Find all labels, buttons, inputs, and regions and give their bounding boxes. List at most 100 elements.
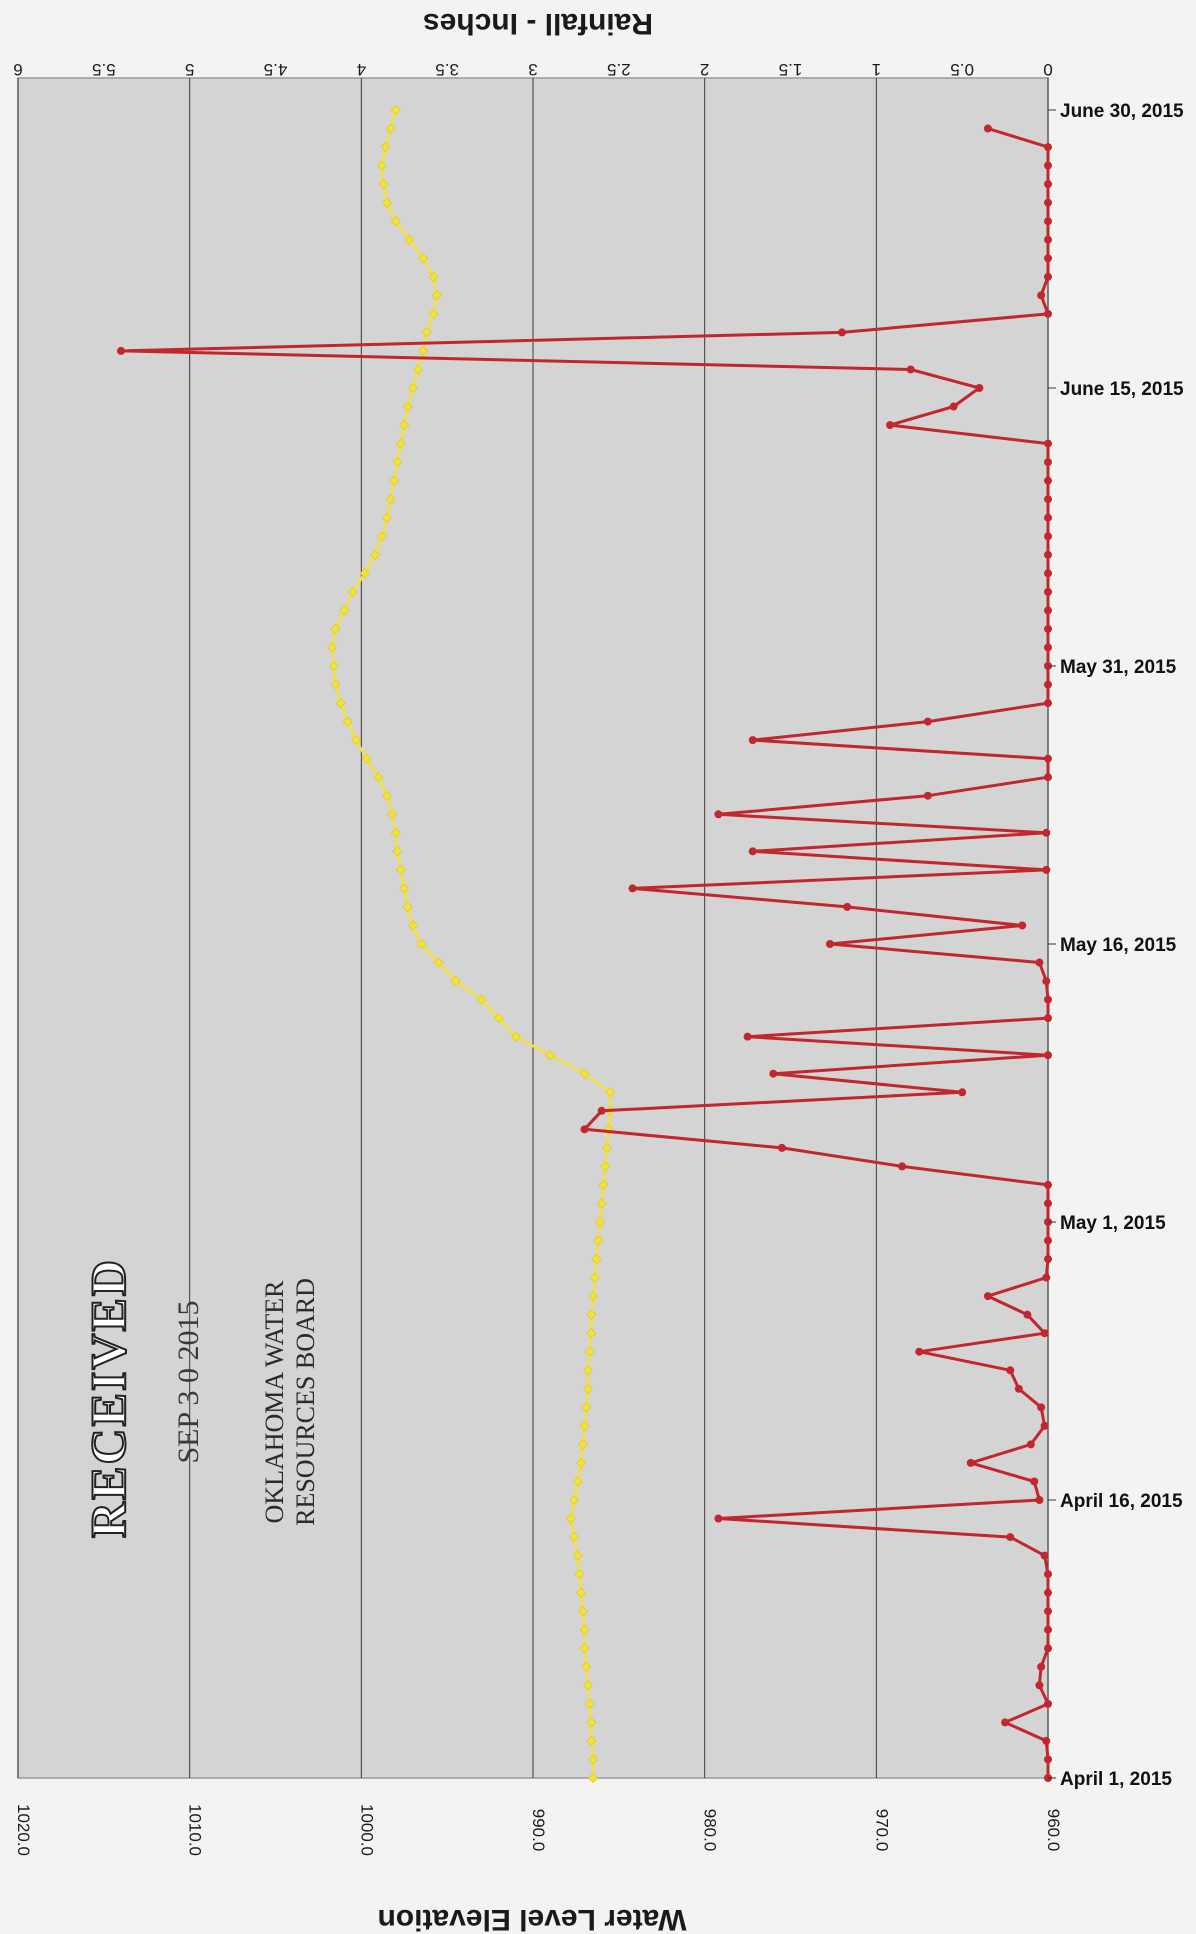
rainfall-point — [1044, 1199, 1052, 1208]
left-tick-label: 1010.0 — [186, 1804, 205, 1856]
stamp-org-line1: OKLAHOMA WATER — [260, 1280, 289, 1524]
rainfall-point — [1044, 643, 1052, 652]
water-level-point — [370, 549, 381, 560]
rainfall-point — [1006, 1533, 1015, 1542]
rainfall-point — [1044, 550, 1052, 559]
right-tick-label: 6 — [13, 60, 22, 79]
water-level-point — [579, 1643, 590, 1654]
water-level-point — [586, 1328, 597, 1339]
water-level-point — [376, 531, 387, 542]
right-tick-label: 4 — [357, 60, 366, 79]
right-tick-label: 0 — [1043, 60, 1052, 79]
rainfall-point — [1044, 1755, 1052, 1764]
water-level-point — [586, 1717, 597, 1728]
water-level-point — [399, 883, 410, 894]
water-level-point — [330, 623, 341, 634]
rainfall-point — [975, 384, 984, 392]
rainfall-point — [714, 1514, 723, 1523]
rainfall-point — [1044, 1570, 1052, 1579]
rainfall-point — [1044, 606, 1052, 615]
water-level-point — [579, 1068, 590, 1079]
rainfall-point — [777, 1143, 786, 1152]
rainfall-point — [1044, 1180, 1052, 1189]
water-level-point — [418, 253, 429, 264]
water-level-point — [600, 1161, 611, 1172]
water-level-point — [605, 1087, 616, 1098]
rainfall-point — [1044, 1014, 1052, 1023]
rainfall-point — [958, 1088, 967, 1097]
rainfall-point — [1044, 198, 1052, 207]
water-level-point — [351, 735, 362, 746]
rainfall-point — [1044, 1699, 1052, 1708]
rainfall-point — [743, 1032, 752, 1041]
rainfall-point — [1044, 995, 1052, 1004]
water-level-point — [327, 642, 338, 653]
rainfall-point — [983, 1292, 992, 1301]
water-level-point — [392, 457, 403, 468]
date-label: June 15, 2015 — [1060, 379, 1184, 400]
rainfall-point — [923, 791, 932, 800]
rainfall-point — [915, 1347, 924, 1356]
water-level-point — [588, 1754, 599, 1765]
plot-area-group — [17, 77, 1052, 1784]
water-level-point — [582, 1680, 593, 1691]
rainfall-point — [1044, 1588, 1052, 1597]
rainfall-point — [1040, 1551, 1049, 1560]
left-tick-label: 970.0 — [872, 1809, 891, 1852]
rainfall-point — [1044, 754, 1052, 763]
rainfall-point — [1030, 1477, 1039, 1486]
grid-lines — [17, 78, 1049, 1778]
water-level-point — [581, 1402, 592, 1413]
rainfall-point — [1044, 1236, 1052, 1245]
water-level-point — [380, 142, 391, 153]
water-level-point — [404, 234, 415, 245]
water-level-point — [390, 104, 401, 116]
rainfall-point — [1035, 1681, 1044, 1690]
water-level-point — [382, 790, 393, 801]
water-level-point — [586, 1309, 597, 1320]
rainfall-point — [1044, 699, 1052, 708]
date-label: May 1, 2015 — [1060, 1213, 1166, 1234]
water-level-point — [589, 1272, 600, 1283]
water-level-point — [382, 197, 393, 208]
water-level-point — [545, 1050, 556, 1061]
rainfall-point — [886, 421, 895, 430]
water-level-point — [572, 1476, 583, 1487]
rainfall-point — [1044, 513, 1052, 522]
water-level-point — [388, 475, 400, 486]
rainfall-point — [1044, 143, 1052, 152]
date-label: April 16, 2015 — [1060, 1491, 1183, 1512]
water-level-point — [416, 938, 427, 950]
right-tick-label: 2.5 — [607, 60, 631, 79]
rainfall-point — [628, 884, 637, 893]
rainfall-point — [966, 1458, 975, 1467]
rainfall-point — [1014, 1384, 1023, 1393]
rainfall-point — [1044, 458, 1052, 467]
water-level-point — [339, 605, 350, 616]
water-level-point — [569, 1494, 580, 1506]
water-level-point — [385, 123, 396, 134]
water-level-point — [584, 1698, 595, 1709]
rainfall-point — [117, 346, 125, 355]
right-axis-ticks: 6 5.5 5 4.5 4 3.5 3 2.5 2 1.5 1 0.5 0 — [13, 60, 1052, 79]
water-level-point — [407, 920, 418, 931]
water-level-point — [431, 290, 442, 301]
water-level-point — [588, 1291, 599, 1302]
rainfall-point — [1044, 532, 1052, 541]
rainfall-point — [1044, 235, 1052, 244]
water-level-point — [373, 772, 384, 783]
rainfall-point — [1044, 254, 1052, 263]
water-level-point — [581, 1661, 592, 1672]
water-level-point — [565, 1513, 576, 1524]
water-level-point — [412, 364, 424, 375]
date-axis-labels: April 1, 2015 April 16, 2015 May 1, 2015 Ma… — [1048, 101, 1184, 1790]
water-level-point — [576, 1457, 587, 1468]
right-tick-label: 3.5 — [435, 60, 459, 79]
water-level-point — [335, 698, 346, 709]
rainfall-point — [1037, 291, 1046, 300]
water-level-point — [582, 1365, 593, 1376]
water-level-point — [579, 1420, 590, 1431]
water-level-point — [586, 1735, 597, 1746]
rainfall-point — [1042, 865, 1051, 874]
